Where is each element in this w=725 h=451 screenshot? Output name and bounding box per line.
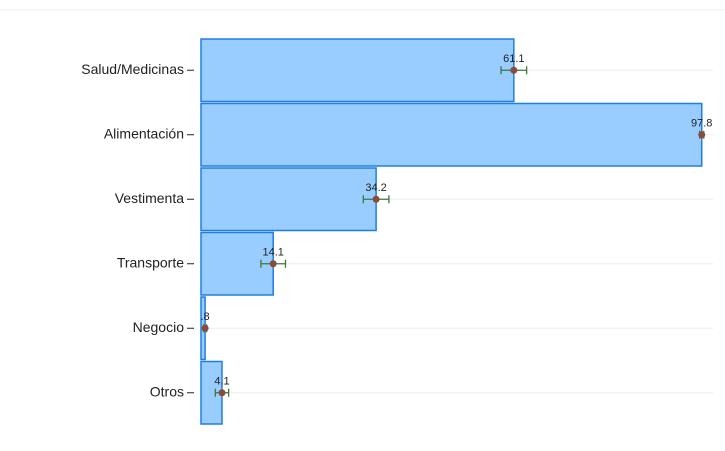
point — [218, 389, 226, 397]
bar — [200, 167, 377, 232]
point — [510, 66, 518, 74]
y-tick-label: Salud/Medicinas — [81, 61, 184, 77]
point — [269, 260, 277, 268]
bar — [200, 102, 703, 167]
y-tick-label: Vestimenta — [115, 190, 184, 206]
point — [372, 195, 380, 203]
y-tick-label: Alimentación — [104, 125, 184, 141]
value-label: 14.1 — [262, 247, 283, 259]
value-label: 34.2 — [365, 182, 386, 194]
value-label: 97.8 — [691, 118, 712, 130]
value-label: .8 — [201, 311, 210, 323]
value-label: 61.1 — [503, 53, 524, 65]
value-label: 4.1 — [214, 376, 229, 388]
y-tick-label: Otros — [150, 383, 184, 399]
point — [201, 324, 209, 332]
y-tick-label: Negocio — [133, 319, 185, 335]
bar — [200, 38, 515, 103]
y-tick-label: Transporte — [117, 254, 184, 270]
point — [698, 131, 706, 139]
